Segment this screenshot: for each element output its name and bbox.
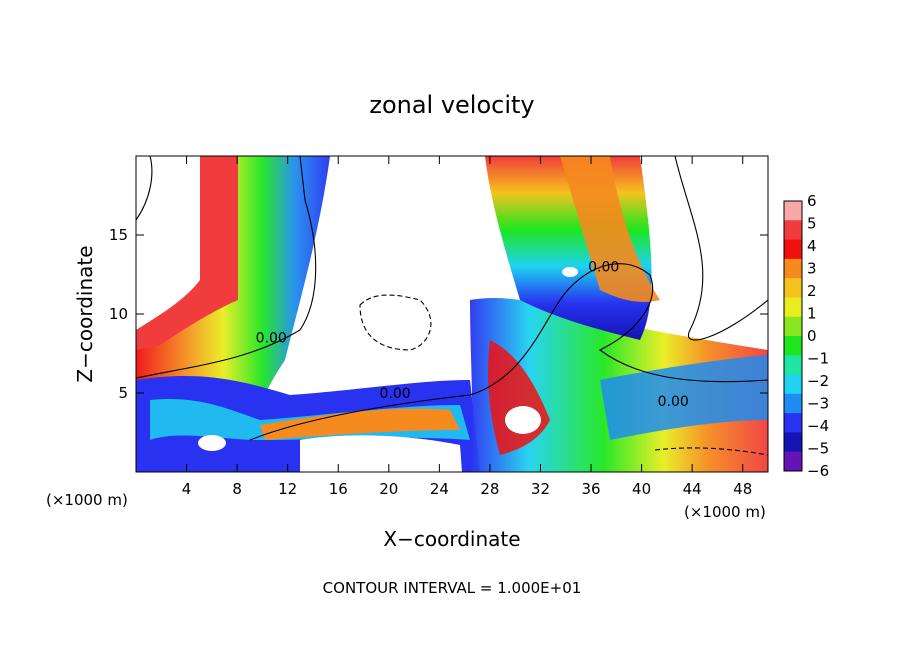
x-tick-label: 4 — [182, 480, 192, 498]
contour-label: 0.00 — [380, 386, 411, 402]
colorbar-swatch — [784, 278, 802, 298]
contour-lines — [136, 156, 768, 456]
colorbar-tick-label: 3 — [807, 260, 817, 278]
y-tick-label: 15 — [109, 226, 128, 244]
x-tick-label: 8 — [232, 480, 242, 498]
colorbar-swatch — [784, 201, 802, 221]
x-tick-label: 20 — [379, 480, 398, 498]
colorbar-swatch — [784, 451, 802, 472]
velocity-field — [136, 156, 768, 472]
contour-label-group: 0.00 0.00 0.00 0.00 — [256, 260, 689, 410]
contour-label: 0.00 — [256, 331, 287, 347]
colorbar-tick-label: 2 — [807, 282, 817, 300]
colorbar-swatch — [784, 413, 802, 433]
colorbar-swatch — [784, 374, 802, 395]
colorbar-tick-label: −4 — [807, 417, 829, 435]
x-axis-label: X−coordinate — [383, 527, 520, 551]
contour-interval-note: CONTOUR INTERVAL = 1.000E+01 — [323, 579, 582, 597]
colorbar-swatch — [784, 316, 802, 337]
colorbar-tick-label: −3 — [807, 395, 829, 413]
chart-title: zonal velocity — [369, 91, 534, 119]
contour-label: 0.00 — [658, 394, 689, 410]
x-tick-label: 32 — [531, 480, 550, 498]
x-tick-label: 24 — [430, 480, 449, 498]
colorbar-tick-label: −2 — [807, 372, 829, 390]
colorbar-tick-label: 1 — [807, 305, 817, 323]
y-tick-label: 5 — [118, 384, 128, 402]
x-tick-label: 36 — [581, 480, 600, 498]
x-tick-label: 48 — [733, 480, 752, 498]
colorbar-tick-label: −1 — [807, 350, 829, 368]
colorbar-tick-labels: 6 5 4 3 2 1 0 −1 −2 −3 −4 −5 −6 — [807, 192, 829, 480]
contour-label: 0.00 — [588, 260, 619, 276]
colorbar-tick-label: 0 — [807, 327, 817, 345]
y-axis-ticks: 5 10 15 — [109, 226, 768, 402]
colorbar-swatch — [784, 297, 802, 318]
y-axis-label: Z−coordinate — [73, 245, 97, 382]
colorbar-tick-label: 6 — [807, 192, 817, 210]
colorbar-swatch — [784, 336, 802, 356]
colorbar-swatch — [784, 239, 802, 260]
colorbar-frame — [783, 200, 803, 472]
colorbar-tick-label: 4 — [807, 237, 817, 255]
colorbar-swatch — [784, 393, 802, 414]
x-unit-label: (×1000 m) — [684, 503, 766, 521]
y-unit-label: (×1000 m) — [46, 491, 128, 509]
colorbar-tick-label: 5 — [807, 215, 817, 233]
x-tick-label: 28 — [480, 480, 499, 498]
y-tick-label: 10 — [109, 305, 128, 323]
x-tick-label: 12 — [278, 480, 297, 498]
colorbar-tick-label: −5 — [807, 440, 829, 458]
colorbar-swatch — [784, 220, 802, 241]
colorbar — [783, 200, 803, 472]
colorbar-swatch — [784, 355, 802, 376]
colorbar-swatch — [784, 432, 802, 453]
x-tick-label: 16 — [329, 480, 348, 498]
x-tick-label: 40 — [632, 480, 651, 498]
x-axis-ticks: 4 8 12 16 20 24 28 32 36 40 44 48 — [182, 156, 752, 498]
x-tick-label: 44 — [683, 480, 702, 498]
colorbar-swatch — [784, 258, 802, 279]
colorbar-tick-label: −6 — [807, 462, 829, 480]
